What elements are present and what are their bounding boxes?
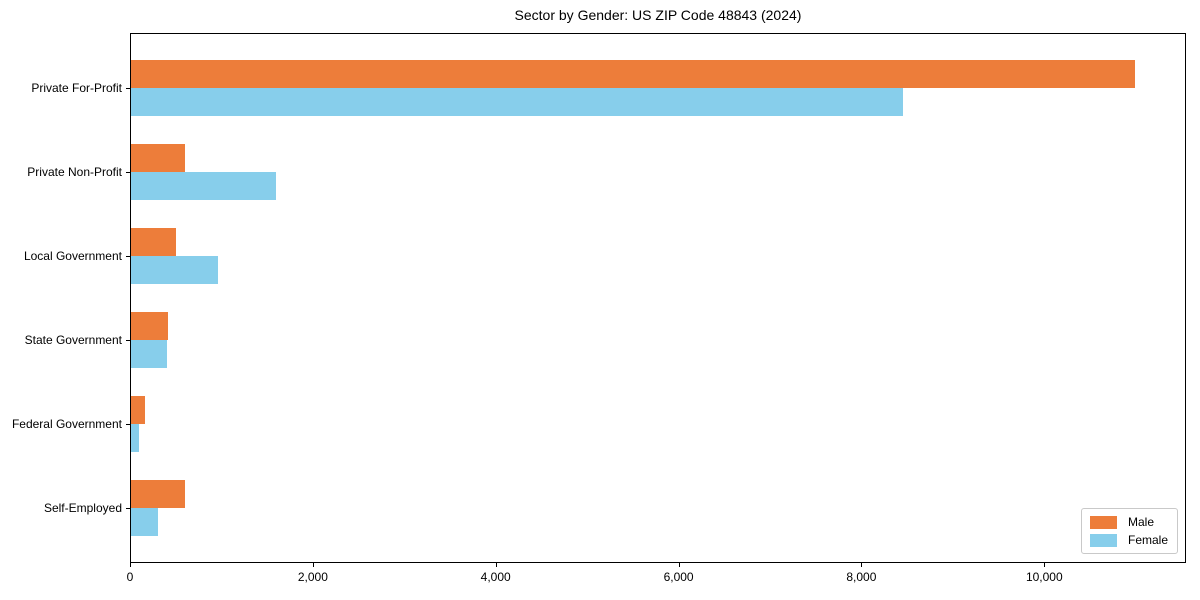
bar-male-state-government xyxy=(131,312,169,340)
x-tick-8-000 xyxy=(861,563,863,567)
x-tick-label-10-000: 10,000 xyxy=(1025,570,1063,584)
bar-female-local-government xyxy=(131,256,218,284)
x-tick-label-4-000: 4,000 xyxy=(480,570,511,584)
bar-female-private-non-profit xyxy=(131,172,277,200)
y-tick-label-state-government: State Government xyxy=(24,333,122,347)
y-tick-state-government xyxy=(126,340,130,341)
legend: Male Female xyxy=(1080,508,1178,554)
bars-layer xyxy=(131,34,1185,562)
bar-female-self-employed xyxy=(131,508,158,536)
y-tick-label-private-for-profit: Private For-Profit xyxy=(31,81,122,95)
y-tick-label-federal-government: Federal Government xyxy=(11,417,122,431)
x-tick-6-000 xyxy=(678,563,680,567)
legend-swatch-female xyxy=(1089,533,1117,547)
y-tick-self-employed xyxy=(126,508,130,509)
y-tick-private-for-profit xyxy=(126,88,130,89)
x-tick-label-0: 0 xyxy=(126,570,134,584)
bar-male-private-for-profit xyxy=(131,60,1135,88)
x-tick-2-000 xyxy=(312,563,314,567)
x-tick-label-8-000: 8,000 xyxy=(846,570,877,584)
y-tick-local-government xyxy=(126,256,130,257)
bar-female-state-government xyxy=(131,340,167,368)
legend-entry-male: Male xyxy=(1089,515,1168,529)
bar-male-federal-government xyxy=(131,396,145,424)
y-tick-federal-government xyxy=(126,424,130,425)
bar-male-local-government xyxy=(131,228,176,256)
x-tick-label-2-000: 2,000 xyxy=(297,570,328,584)
x-tick-label-6-000: 6,000 xyxy=(663,570,694,584)
y-tick-label-self-employed: Self-Employed xyxy=(43,501,122,515)
bar-female-private-for-profit xyxy=(131,88,903,116)
legend-label-female: Female xyxy=(1127,533,1168,547)
y-tick-private-non-profit xyxy=(126,172,130,173)
bar-female-federal-government xyxy=(131,424,140,452)
y-tick-label-local-government: Local Government xyxy=(23,249,122,263)
legend-entry-female: Female xyxy=(1089,533,1168,547)
legend-label-male: Male xyxy=(1127,515,1154,529)
plot-area: Male Female xyxy=(130,33,1186,563)
bar-male-self-employed xyxy=(131,480,185,508)
y-tick-label-private-non-profit: Private Non-Profit xyxy=(27,165,122,179)
x-tick-10-000 xyxy=(1044,563,1046,567)
x-tick-4-000 xyxy=(495,563,497,567)
chart-title: Sector by Gender: US ZIP Code 48843 (202… xyxy=(514,7,802,23)
bar-male-private-non-profit xyxy=(131,144,185,172)
x-tick-0 xyxy=(130,563,131,567)
legend-swatch-male xyxy=(1089,515,1117,529)
